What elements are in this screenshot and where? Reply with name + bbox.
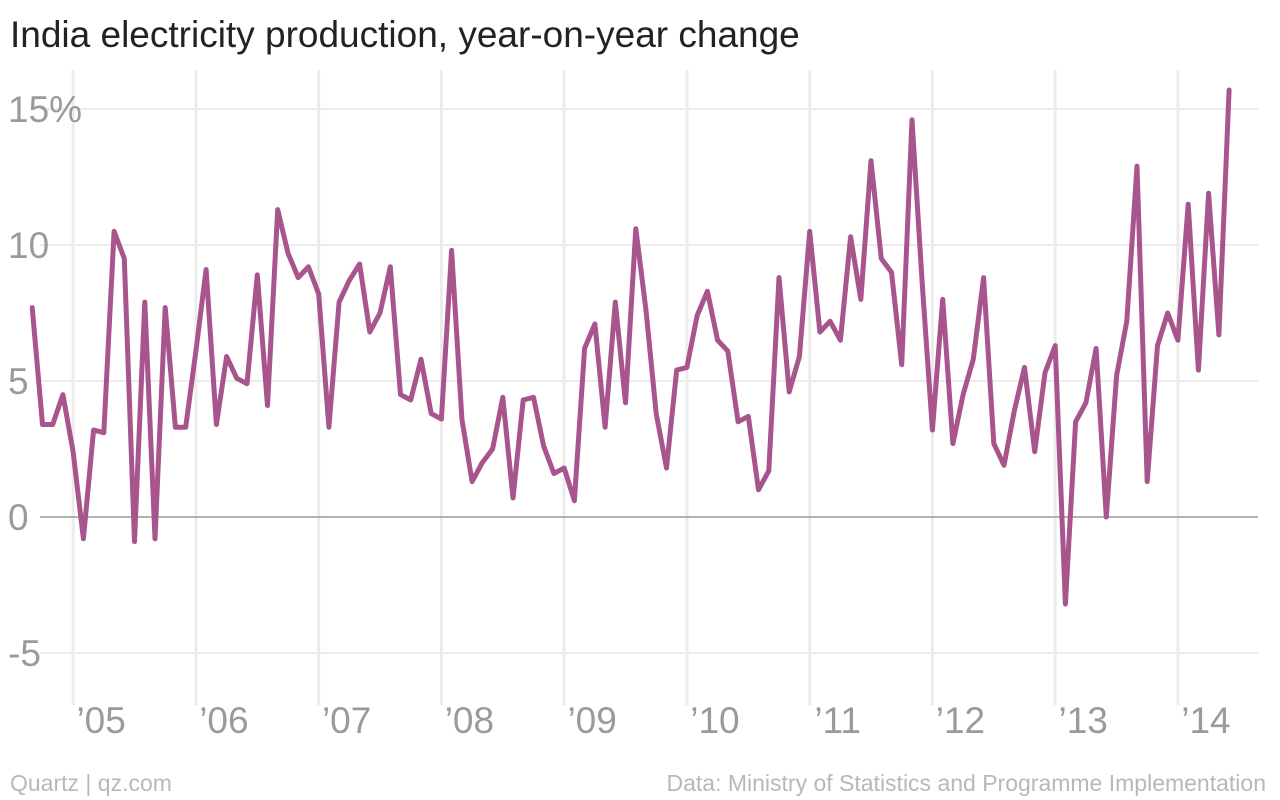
y-tick-label: 0 <box>8 497 29 538</box>
chart-title: India electricity production, year-on-ye… <box>10 14 800 55</box>
y-tick-label: 10 <box>8 225 49 266</box>
x-tick-label: ’10 <box>690 700 739 741</box>
x-tick-label: ’06 <box>199 700 248 741</box>
x-tick-label: ’08 <box>445 700 494 741</box>
y-tick-label: 15% <box>8 89 82 130</box>
x-tick-label: ’11 <box>814 700 861 741</box>
series-line <box>29 87 1232 607</box>
x-tick-label: ’05 <box>76 700 125 741</box>
x-tick-label: ’09 <box>567 700 616 741</box>
source-text: Data: Ministry of Statistics and Program… <box>666 770 1266 796</box>
y-tick-label: -5 <box>8 633 41 674</box>
x-tick-label: ’13 <box>1058 700 1107 741</box>
y-tick-label: 5 <box>8 361 29 402</box>
x-tick-label: ’07 <box>322 700 371 741</box>
x-tick-label: ’12 <box>936 700 985 741</box>
x-tick-label: ’14 <box>1181 700 1230 741</box>
credit-text: Quartz | qz.com <box>10 770 172 796</box>
